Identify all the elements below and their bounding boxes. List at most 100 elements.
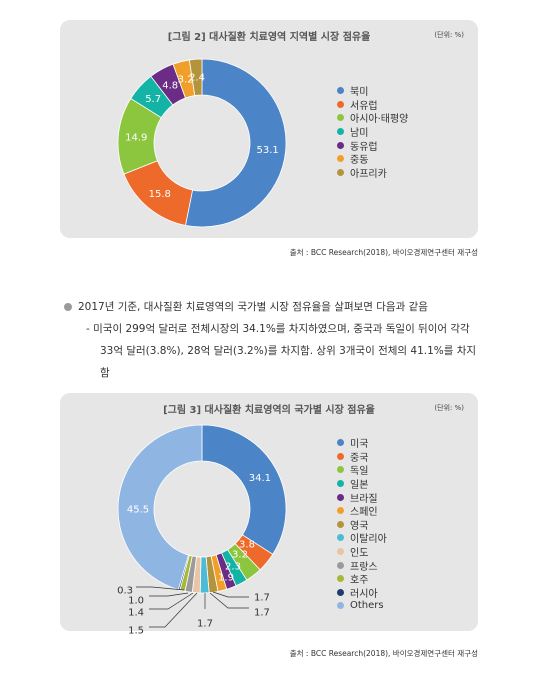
fig1-legend-swatch	[337, 141, 344, 149]
fig2-legend-item: 프랑스	[337, 558, 387, 573]
fig2-legend-label: 독일	[350, 466, 369, 478]
fig2-legend-swatch	[337, 561, 344, 569]
fig2-leader-line-5	[212, 591, 249, 598]
fig2-legend-label: 일본	[350, 480, 369, 492]
bullet-icon	[64, 303, 72, 311]
fig1-legend-label: 서유럽	[350, 100, 378, 112]
fig1-legend-label: 북미	[350, 87, 369, 99]
figure-1-source: 출처 : BCC Research(2018), 바이오경제연구센터 재구성	[289, 248, 478, 257]
fig2-legend-label: 브라질	[350, 493, 378, 505]
fig2-legend-swatch	[337, 507, 344, 515]
fig2-legend-swatch	[337, 480, 344, 488]
fig1-legend-item: 아프리카	[337, 166, 408, 180]
fig2-legend-item: 중국	[337, 450, 387, 464]
fig2-data-label-9: 1.4	[128, 608, 144, 619]
fig2-legend-swatch	[337, 575, 344, 583]
fig2-data-label-8: 1.5	[128, 626, 144, 637]
fig1-legend-item: 북미	[337, 84, 408, 98]
fig1-legend-item: 아시아·태평양	[337, 111, 408, 125]
fig1-legend-swatch	[337, 100, 344, 108]
fig1-data-label-6: 2.4	[189, 73, 205, 84]
fig1-legend-item: 남미	[337, 125, 408, 139]
fig1-legend-swatch	[337, 114, 344, 122]
fig2-legend-item: 미국	[337, 436, 387, 450]
body-line-2: - 미국이 299억 달러로 전체시장의 34.1%를 차지하였으며, 중국과 …	[86, 323, 470, 335]
fig2-data-label-11: 0.3	[117, 586, 133, 597]
fig1-donut	[117, 58, 287, 228]
body-line-1: 2017년 기준, 대사질환 치료영역의 국가별 시장 점유율을 살펴보면 다음…	[64, 296, 484, 318]
fig2-data-label-1: 3.8	[239, 540, 255, 551]
fig1-data-label-4: 4.8	[162, 81, 178, 92]
fig1-data-label-0: 53.1	[257, 145, 279, 156]
fig1-legend-item: 동유럽	[337, 138, 408, 153]
fig1-legend-swatch	[337, 87, 344, 95]
fig2-legend-item: 독일	[337, 463, 387, 477]
fig2-legend-label: 중국	[350, 452, 369, 464]
body-text: 2017년 기준, 대사질환 치료영역의 국가별 시장 점유율을 살펴보면 다음…	[64, 296, 484, 384]
fig1-legend-label: 동유럽	[350, 141, 378, 153]
body-line-3: 33억 달러(3.8%), 28억 달러(3.2%)를 차지함. 상위 3개국이…	[100, 345, 477, 379]
fig2-legend-swatch	[337, 452, 344, 460]
fig2-slice-12	[117, 424, 203, 591]
fig1-legend-swatch	[337, 128, 344, 136]
fig1-data-label-3: 5.7	[145, 94, 161, 105]
figure-2-source: 출처 : BCC Research(2018), 바이오경제연구센터 재구성	[289, 649, 478, 658]
figure-1-unit: (단위: %)	[434, 31, 464, 39]
fig2-legend-item: 영국	[337, 518, 387, 532]
body-line-1-text: 2017년 기준, 대사질환 치료영역의 국가별 시장 점유율을 살펴보면 다음…	[78, 301, 428, 313]
fig1-data-label-5: 3.2	[178, 75, 194, 86]
fig2-legend-item: 일본	[337, 477, 387, 491]
fig2-data-label-0: 34.1	[249, 473, 271, 484]
fig2-legend-label: Others	[350, 600, 384, 612]
fig1-legend-swatch	[337, 168, 344, 176]
fig2-legend-item: Others	[337, 599, 387, 613]
fig2-legend-label: 인도	[350, 548, 369, 560]
fig2-leader-line-9	[149, 592, 194, 610]
fig2-legend-item: 브라질	[337, 490, 387, 505]
fig1-data-label-1: 15.8	[149, 189, 171, 200]
fig2-leader-line-6	[209, 592, 249, 609]
fig1-legend-swatch	[337, 155, 344, 163]
fig2-legend-item: 인도	[337, 545, 387, 559]
fig1-legend-item: 중동	[337, 152, 408, 166]
figure-2-unit: (단위: %)	[434, 404, 464, 412]
fig2-legend-swatch	[337, 466, 344, 474]
fig1-data-label-2: 14.9	[125, 133, 147, 144]
fig2-legend-item: 스페인	[337, 504, 387, 518]
fig1-slice-6	[188, 58, 203, 97]
fig2-legend-label: 이탈리아	[350, 534, 387, 546]
fig2-legend-swatch	[337, 602, 344, 610]
figure-1-title: [그림 2] 대사질환 치료영역 지역별 시장 점유율	[167, 32, 371, 43]
fig2-legend-label: 러시아	[350, 588, 378, 600]
fig2-legend-swatch	[337, 493, 344, 501]
fig1-legend-label: 남미	[350, 128, 369, 140]
fig2-leader-line-8	[149, 592, 198, 628]
fig2-legend-label: 영국	[350, 520, 369, 532]
fig2-legend-label: 호주	[350, 575, 369, 587]
fig1-legend-item: 서유럽	[337, 98, 408, 112]
fig2-leader-line-11	[136, 586, 185, 591]
fig2-data-label-2: 3.2	[232, 550, 248, 561]
fig2-leader-line-10	[149, 592, 189, 597]
fig2-legend-item: 이탈리아	[337, 531, 387, 545]
fig2-data-label-6: 1.7	[254, 608, 270, 619]
fig2-data-label-5: 1.7	[254, 593, 270, 604]
fig2-legend-label: 스페인	[350, 507, 378, 519]
fig2-data-label-4: 1.9	[218, 573, 234, 584]
fig2-legend-label: 프랑스	[350, 561, 378, 573]
fig2-legend-swatch	[337, 548, 344, 556]
fig1-slice-0	[184, 58, 287, 228]
fig2-legend-swatch	[337, 520, 344, 528]
fig1-legend-label: 아시아·태평양	[350, 114, 409, 126]
fig2-legend-item: 호주	[337, 572, 387, 586]
fig2-slice-0	[201, 424, 287, 555]
fig2-data-label-10: 1.0	[128, 596, 144, 607]
fig2-data-label-12: 45.5	[127, 505, 149, 516]
fig2-donut	[117, 424, 287, 594]
fig2-data-label-3: 2.3	[225, 562, 241, 573]
fig1-legend-label: 아프리카	[350, 168, 387, 180]
fig2-legend-label: 미국	[350, 439, 369, 451]
